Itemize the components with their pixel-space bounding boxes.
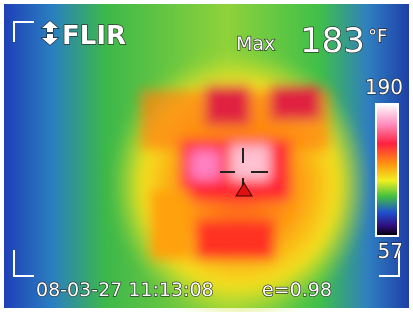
emissivity: e=0.98: [262, 279, 332, 301]
scale-min: 57: [378, 239, 403, 263]
timestamp: 08-03-27 11:13:08: [36, 279, 214, 301]
scale-max: 190: [365, 75, 403, 99]
logo: FLIR: [62, 21, 126, 51]
measure-unit: °F: [368, 26, 387, 47]
color-scale-bar: [376, 104, 398, 236]
measure-label: Max: [236, 33, 275, 55]
thermal-screen: FLIR Max 183 °F 190 57 08-03-27 11:13:08…: [0, 0, 413, 312]
measure-value: 183: [300, 21, 365, 61]
heat-pattern: [110, 50, 370, 312]
